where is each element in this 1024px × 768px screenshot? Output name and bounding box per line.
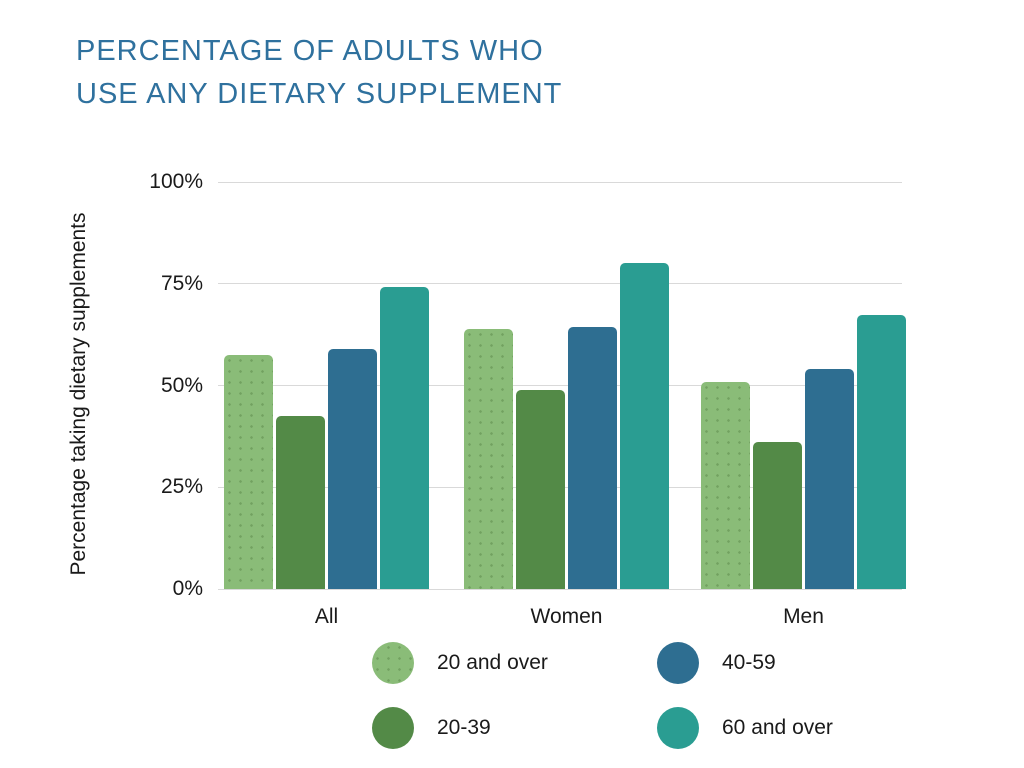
gridline-0 [218, 588, 902, 590]
bar-women-60-and-over [620, 262, 669, 589]
plot-area: All Women Men [218, 181, 906, 628]
legend-item-20-and-over: 20 and over [372, 642, 657, 684]
legend-item-20-39: 20-39 [372, 707, 657, 749]
legend-swatch-20-39 [372, 707, 414, 749]
y-axis-title: Percentage taking dietary supplements [67, 212, 90, 576]
x-axis-label-all: All [314, 605, 339, 628]
y-tick-label-50: 50% [160, 373, 203, 397]
bar-all-60-and-over [380, 286, 429, 589]
bar-men-40-59 [805, 369, 854, 589]
bar-group-women: Women [464, 182, 669, 628]
bar-all-40-59 [328, 348, 377, 589]
bar-group-men: Men [701, 182, 906, 628]
legend-label-60-and-over: 60 and over [722, 716, 833, 739]
bar-women-40-59 [568, 326, 617, 589]
bar-all-20-and-over [224, 354, 273, 589]
bar-women-20-39 [516, 389, 565, 589]
y-tick-label-0: 0% [172, 577, 203, 600]
legend-item-60-and-over: 60 and over [657, 707, 833, 749]
chart-legend: 20 and over 40-59 20-39 60 and over [372, 642, 833, 749]
bar-group-all: All [224, 182, 429, 628]
chart-title: PERCENTAGE OF ADULTS WHO USE ANY DIETARY… [76, 30, 562, 116]
legend-swatch-40-59 [657, 642, 699, 684]
bar-men-60-and-over [857, 315, 906, 589]
legend-label-20-and-over: 20 and over [437, 651, 548, 674]
gridline-75 [218, 283, 902, 285]
x-axis-label-women: Women [530, 605, 603, 628]
chart-title-line-2: USE ANY DIETARY SUPPLEMENT [76, 78, 563, 110]
chart-title-line-1: PERCENTAGE OF ADULTS WHO [76, 35, 544, 67]
legend-label-40-59: 40-59 [722, 651, 776, 674]
bar-women-20-and-over [464, 329, 513, 589]
legend-swatch-60-and-over [657, 707, 699, 749]
y-tick-label-100: 100% [149, 170, 203, 193]
gridline-50 [218, 385, 902, 386]
bar-men-20-and-over [701, 382, 750, 589]
y-tick-label-75: 75% [160, 271, 203, 295]
x-axis-label-men: Men [783, 605, 824, 628]
gridline-100 [218, 181, 902, 183]
y-tick-label-25: 25% [160, 475, 203, 499]
bar-all-20-39 [276, 416, 325, 589]
legend-swatch-20-and-over [372, 642, 414, 684]
bar-men-20-39 [753, 442, 802, 589]
legend-label-20-39: 20-39 [437, 716, 491, 739]
legend-item-40-59: 40-59 [657, 642, 833, 684]
